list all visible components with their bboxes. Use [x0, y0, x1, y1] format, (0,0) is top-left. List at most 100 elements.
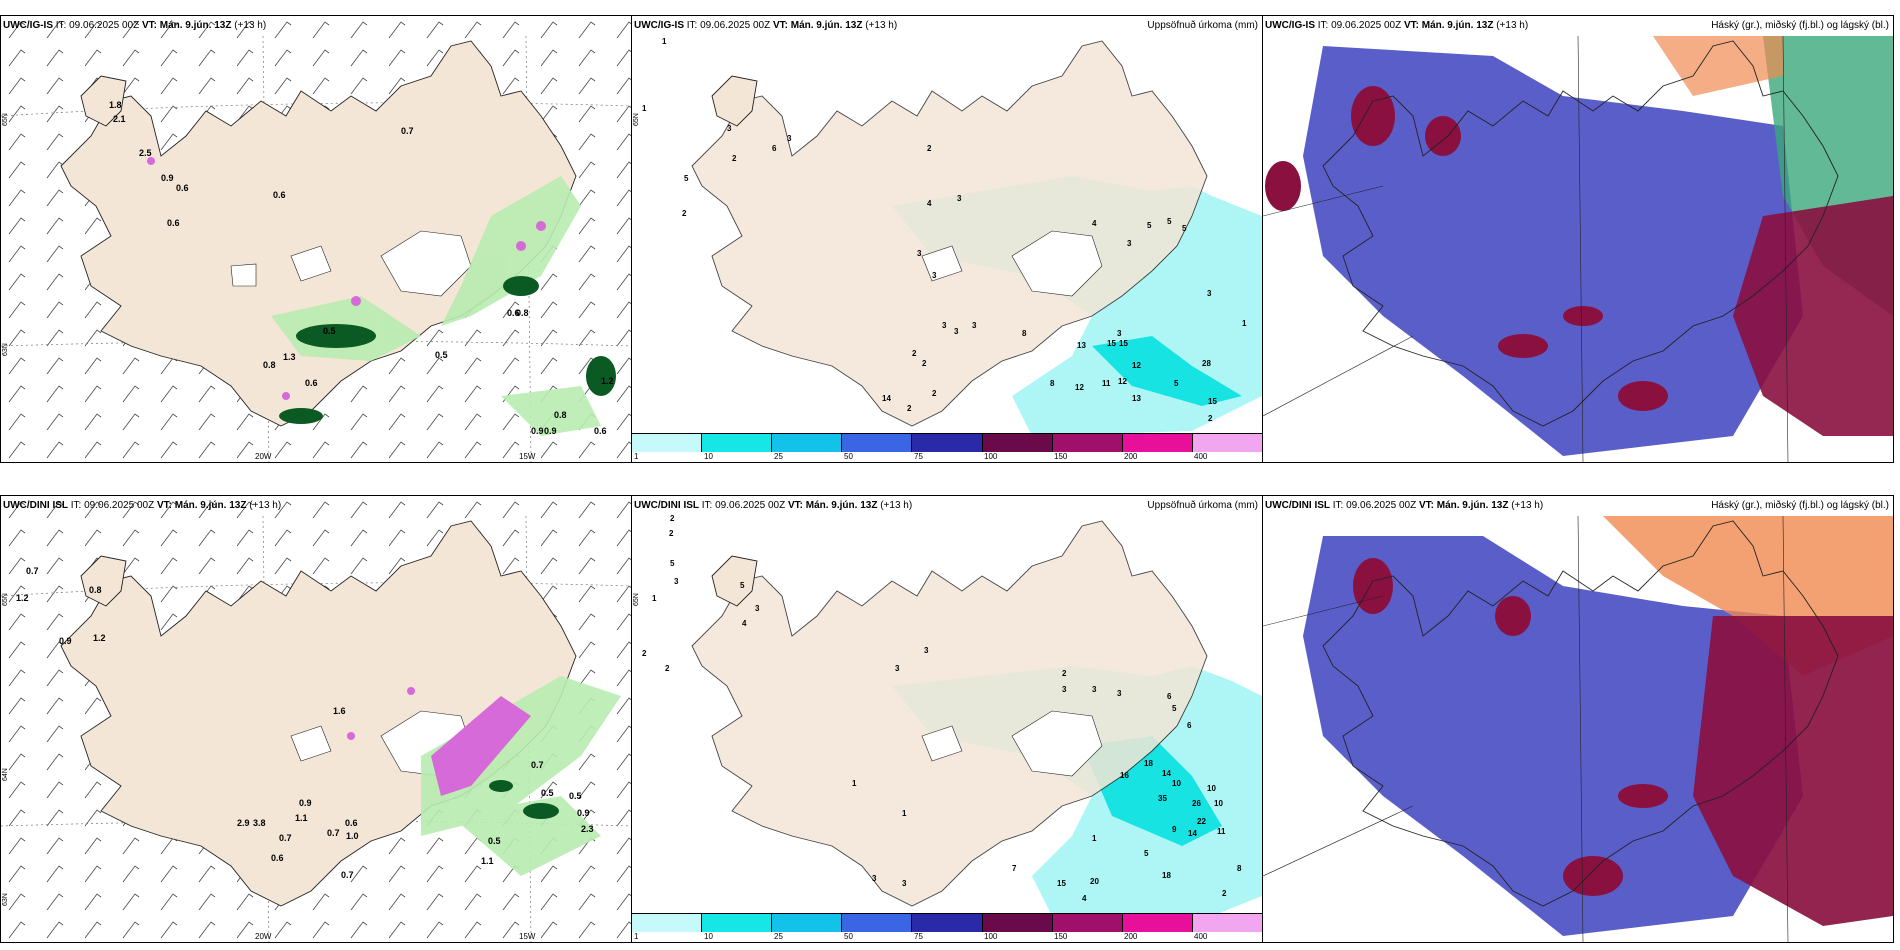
lat-label: 64N: [2, 768, 9, 781]
value-label: 1.3: [283, 352, 296, 362]
iceland-outline: [1322, 520, 1839, 907]
value-label: 0.8: [554, 410, 567, 420]
value-label: 20: [1090, 877, 1099, 886]
value-label: 3: [727, 124, 732, 133]
value-label: 11: [1217, 827, 1226, 836]
value-label: 15: [1119, 339, 1128, 348]
colorbar-label: 75: [914, 932, 923, 941]
value-label: 0.5: [488, 836, 501, 846]
value-label: 0.7: [327, 828, 340, 838]
value-label: 3: [787, 134, 792, 143]
lon-label: 20W: [255, 932, 272, 941]
value-label: 1: [852, 779, 857, 788]
colorbar-seg: [912, 914, 983, 932]
value-label: 10: [1214, 799, 1223, 808]
value-label: 0.8: [516, 308, 529, 318]
colorbar-label: 200: [1124, 932, 1138, 941]
value-label: 3: [957, 194, 962, 203]
value-label: 6: [1187, 721, 1192, 730]
low-cloud: [1303, 46, 1803, 456]
value-label: 3: [1207, 289, 1212, 298]
value-label: 3: [895, 664, 900, 673]
value-label: 3: [1062, 685, 1067, 694]
value-label: 28: [1202, 359, 1211, 368]
panel-title: UWC/IG-IS IT: 09.06.2025 00Z VT: Mán. 9.…: [1265, 20, 1529, 31]
value-label: 0.9: [544, 426, 557, 436]
value-label: 15: [1107, 339, 1116, 348]
panel-title: UWC/DINI ISL IT: 09.06.2025 00Z VT: Mán.…: [634, 500, 913, 511]
value-label: 0.9: [531, 426, 544, 436]
value-label: 0.9: [161, 173, 174, 183]
value-label: 0.9: [59, 636, 72, 646]
value-label: 9: [1172, 825, 1177, 834]
value-label: 13: [1132, 394, 1141, 403]
map-panel-bottom-left: UWC/DINI ISL IT: 09.06.2025 00Z VT: Mán.…: [0, 495, 632, 943]
colorbar-labels: 1 10 25 50 75 100 150 200 400: [632, 452, 1262, 462]
value-label: 2: [1062, 669, 1067, 678]
iceland-landmass: [691, 40, 1208, 427]
value-label: 0.5: [569, 791, 582, 801]
map-panel-bottom-right: UWC/DINI ISL IT: 09.06.2025 00Z VT: Mán.…: [1262, 495, 1894, 943]
panel-right-title: Uppsöfnuð úrkoma (mm): [1147, 20, 1258, 31]
colorbar-seg: [772, 914, 843, 932]
colorbar-seg: [912, 434, 983, 452]
value-label: 0.5: [435, 350, 448, 360]
colorbar-seg: [772, 434, 843, 452]
value-label: 0.7: [531, 760, 544, 770]
value-label: 5: [684, 174, 689, 183]
value-label: 11: [1102, 379, 1111, 388]
value-label: 0.9: [577, 808, 590, 818]
value-label: 2: [669, 529, 674, 538]
lat-label: 65N: [633, 113, 640, 126]
value-label: 3: [954, 327, 959, 336]
precip-map: 2 2 5 3 1 2 2 4 5 3 3 3 2 3 3 3 6 5 6 18…: [642, 514, 1262, 916]
colorbar-label: 400: [1194, 932, 1208, 941]
value-label: 0.6: [273, 190, 286, 200]
value-label: 2.3: [581, 824, 594, 834]
low-cloud: [1303, 536, 1803, 936]
value-label: 8: [1237, 864, 1242, 873]
value-label: 0.6: [176, 183, 189, 193]
value-label: 13: [1077, 341, 1086, 350]
value-label: 7: [1012, 864, 1017, 873]
mid-cloud: [1733, 196, 1893, 436]
colorbar: [632, 913, 1262, 932]
value-label: 0.9: [299, 798, 312, 808]
value-label: 5: [1174, 379, 1179, 388]
value-label: 2.9: [237, 818, 250, 828]
value-label: 4: [927, 199, 932, 208]
value-label: 18: [1162, 871, 1171, 880]
value-label: 22: [1197, 817, 1206, 826]
value-label: 0.8: [263, 360, 276, 370]
value-label: 26: [1192, 799, 1201, 808]
value-label: 5: [1172, 704, 1177, 713]
colorbar-label: 25: [774, 932, 783, 941]
value-label: 0.8: [89, 585, 102, 595]
value-label: 4: [742, 619, 747, 628]
value-label: 2: [1222, 889, 1227, 898]
colorbar-label: 50: [844, 452, 853, 461]
value-label: 2: [670, 514, 675, 523]
lat-label: 63N: [2, 343, 9, 356]
value-label: 0.5: [541, 788, 554, 798]
value-label: 2: [922, 359, 927, 368]
value-label: 1.2: [93, 633, 106, 643]
value-label: 5: [1182, 224, 1187, 233]
colorbar-label: 25: [774, 452, 783, 461]
value-label: 8: [1022, 329, 1027, 338]
value-label: 0.7: [341, 870, 354, 880]
map-panel-top-right: UWC/IG-IS IT: 09.06.2025 00Z VT: Mán. 9.…: [1262, 15, 1894, 463]
value-label: 0.6: [305, 378, 318, 388]
colorbar-seg: [982, 914, 1053, 932]
value-label: 3: [1117, 329, 1122, 338]
lon-label: 15W: [519, 932, 536, 941]
colorbar-seg: [1122, 914, 1193, 932]
value-label: 3: [932, 271, 937, 280]
panel-right-title: Háský (gr.), miðský (fj.bl.) og lágský (…: [1711, 500, 1889, 511]
value-label: 2: [682, 209, 687, 218]
value-label: 1: [662, 37, 667, 46]
iceland-landmass: [691, 520, 1208, 907]
colorbar-seg: [632, 914, 703, 932]
value-label: 0.6: [345, 818, 358, 828]
value-label: 1: [642, 104, 647, 113]
